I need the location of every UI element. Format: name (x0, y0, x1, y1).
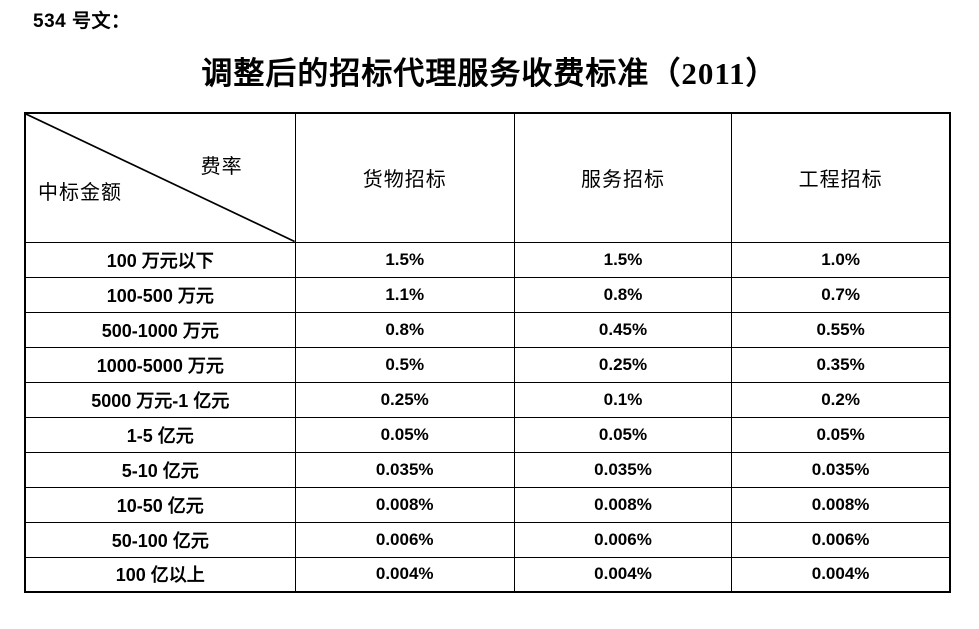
fee-table-row: 50-100 亿元 0.006% 0.006% 0.006% (24, 521, 951, 558)
rate-cell-service: 0.05% (513, 416, 733, 453)
rate-cell-engineering: 0.7% (731, 276, 951, 313)
rate-cell-goods: 0.25% (294, 381, 515, 418)
fee-table-row: 1-5 亿元 0.05% 0.05% 0.05% (24, 416, 951, 453)
row-label-amount-tier: 1000-5000 万元 (24, 346, 296, 383)
rate-cell-goods: 1.5% (294, 241, 515, 278)
rate-cell-engineering: 0.05% (731, 416, 951, 453)
rate-cell-engineering: 0.004% (731, 556, 951, 593)
corner-header-cell: 费率 中标金额 (24, 112, 296, 243)
row-label-amount-tier: 1-5 亿元 (24, 416, 296, 453)
fee-table-body: 100 万元以下 1.5% 1.5% 1.0% 100-500 万元 1.1% … (24, 241, 951, 593)
row-label-amount-tier: 100 万元以下 (24, 241, 296, 278)
column-header-goods-bidding: 货物招标 (294, 112, 515, 243)
header-row: 费率 中标金额 货物招标 服务招标 工程招标 (24, 112, 951, 243)
rate-cell-service: 0.1% (513, 381, 733, 418)
rate-cell-goods: 0.05% (294, 416, 515, 453)
column-header-engineering-bidding: 工程招标 (731, 112, 951, 243)
rate-cell-service: 0.45% (513, 311, 733, 348)
rate-cell-service: 0.006% (513, 521, 733, 558)
corner-label-bid-amount: 中标金额 (38, 182, 122, 204)
rate-cell-service: 0.008% (513, 486, 733, 523)
fee-table-row: 100-500 万元 1.1% 0.8% 0.7% (24, 276, 951, 313)
rate-cell-service: 0.25% (513, 346, 733, 383)
page-title: 调整后的招标代理服务收费标准（2011） (201, 56, 778, 91)
rate-cell-engineering: 0.008% (731, 486, 951, 523)
fee-table-row: 5-10 亿元 0.035% 0.035% 0.035% (24, 451, 951, 488)
rate-cell-engineering: 0.35% (731, 346, 951, 383)
rate-cell-goods: 1.1% (294, 276, 515, 313)
row-label-amount-tier: 100-500 万元 (24, 276, 296, 313)
rate-cell-engineering: 0.2% (731, 381, 951, 418)
rate-cell-goods: 0.004% (294, 556, 515, 593)
row-label-amount-tier: 100 亿以上 (24, 556, 296, 593)
rate-cell-service: 0.035% (513, 451, 733, 488)
row-label-amount-tier: 50-100 亿元 (24, 521, 296, 558)
row-label-amount-tier: 10-50 亿元 (24, 486, 296, 523)
rate-cell-engineering: 0.006% (731, 521, 951, 558)
fee-table-row: 5000 万元-1 亿元 0.25% 0.1% 0.2% (24, 381, 951, 418)
rate-cell-service: 1.5% (513, 241, 733, 278)
fee-table-row: 10-50 亿元 0.008% 0.008% 0.008% (24, 486, 951, 523)
row-label-amount-tier: 5000 万元-1 亿元 (24, 381, 296, 418)
rate-cell-engineering: 1.0% (731, 241, 951, 278)
rate-cell-service: 0.004% (513, 556, 733, 593)
rate-cell-goods: 0.008% (294, 486, 515, 523)
diagonal-divider-line (26, 114, 295, 242)
rate-cell-engineering: 0.55% (731, 311, 951, 348)
fee-table-row: 100 万元以下 1.5% 1.5% 1.0% (24, 241, 951, 278)
fee-table-row: 1000-5000 万元 0.5% 0.25% 0.35% (24, 346, 951, 383)
rate-cell-goods: 0.035% (294, 451, 515, 488)
rate-cell-goods: 0.5% (294, 346, 515, 383)
row-label-amount-tier: 500-1000 万元 (24, 311, 296, 348)
corner-label-rate: 费率 (200, 156, 243, 178)
fee-table-row: 100 亿以上 0.004% 0.004% 0.004% (24, 556, 951, 593)
column-header-service-bidding: 服务招标 (513, 112, 733, 243)
fee-table-row: 500-1000 万元 0.8% 0.45% 0.55% (24, 311, 951, 348)
rate-cell-goods: 0.8% (294, 311, 515, 348)
doc-number-label: 534 号文： (33, 11, 131, 32)
rate-cell-service: 0.8% (513, 276, 733, 313)
rate-cell-goods: 0.006% (294, 521, 515, 558)
row-label-amount-tier: 5-10 亿元 (24, 451, 296, 488)
rate-cell-engineering: 0.035% (731, 451, 951, 488)
fee-table: 费率 中标金额 货物招标 服务招标 工程招标 100 万元以下 1.5% 1.5… (24, 112, 951, 593)
